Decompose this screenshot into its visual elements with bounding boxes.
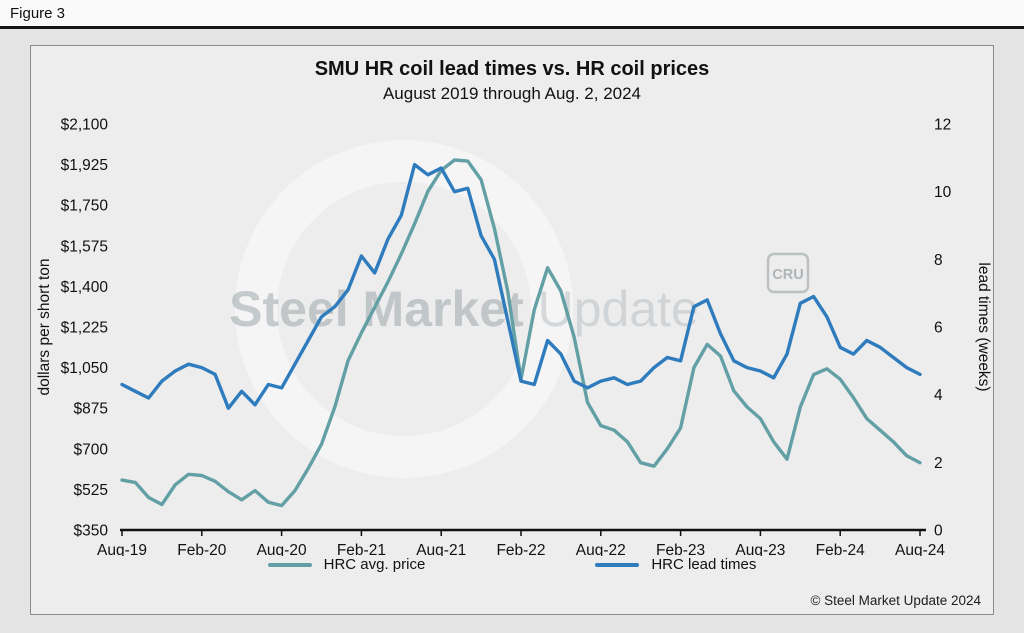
svg-text:$1,050: $1,050 [61,360,109,377]
svg-text:dollars per short ton: dollars per short ton [36,259,53,396]
svg-text:8: 8 [934,252,943,269]
svg-text:10: 10 [934,184,952,201]
svg-text:Feb-22: Feb-22 [496,542,545,556]
copyright: © Steel Market Update 2024 [810,593,981,608]
figure-label: Figure 3 [0,0,1024,29]
series-line [120,162,922,410]
svg-text:$700: $700 [74,441,109,458]
svg-text:Aug-20: Aug-20 [257,542,307,556]
svg-text:Aug-24: Aug-24 [895,542,945,556]
chart-card: SMU HR coil lead times vs. HR coil price… [30,45,994,615]
svg-text:$2,100: $2,100 [61,117,109,134]
svg-text:$1,750: $1,750 [61,198,109,215]
cru-logo-icon [766,252,810,294]
chart-svg: Steel Market Update CRU $350 $525 $700 $875 $1… [36,117,992,557]
svg-text:$350: $350 [74,523,109,540]
svg-text:Feb-20: Feb-20 [177,542,226,556]
svg-text:Aug-19: Aug-19 [97,542,147,556]
chart-title: SMU HR coil lead times vs. HR coil price… [314,58,710,80]
svg-text:lead times (weeks): lead times (weeks) [975,262,992,391]
svg-text:12: 12 [934,117,951,134]
watermark-brand: Steel Market Update [229,281,699,337]
svg-text:$1,575: $1,575 [61,238,108,255]
svg-text:CRU: CRU [772,267,803,283]
legend-item-hrc-leadtimes: HRC lead times [595,556,756,573]
svg-text:Aug-22: Aug-22 [576,542,626,556]
svg-text:4: 4 [934,387,943,404]
svg-text:6: 6 [934,320,943,337]
svg-text:Feb-24: Feb-24 [816,542,865,556]
legend-item-hrc-price: HRC avg. price [267,556,426,573]
svg-text:Aug-23: Aug-23 [735,542,785,556]
chart-legend: HRC avg. price HRC lead times [31,556,993,573]
legend-label-price: HRC avg. price [323,556,426,573]
svg-text:Aug-21: Aug-21 [416,542,466,556]
chart-subtitle: August 2019 through Aug. 2, 2024 [382,84,642,103]
svg-text:Feb-21: Feb-21 [337,542,386,556]
price-line-swatch-icon [267,562,312,567]
watermark-ring-icon [235,140,573,478]
leadtime-line-swatch-icon [595,562,640,567]
svg-text:$1,925: $1,925 [61,157,108,174]
svg-text:$1,225: $1,225 [61,320,108,337]
svg-text:$525: $525 [74,482,108,499]
svg-text:0: 0 [934,523,943,540]
svg-text:$875: $875 [74,401,108,418]
legend-label-leadtimes: HRC lead times [651,556,757,573]
svg-text:$1,400: $1,400 [61,279,109,296]
svg-text:2: 2 [934,455,943,472]
svg-text:Feb-23: Feb-23 [656,542,705,556]
